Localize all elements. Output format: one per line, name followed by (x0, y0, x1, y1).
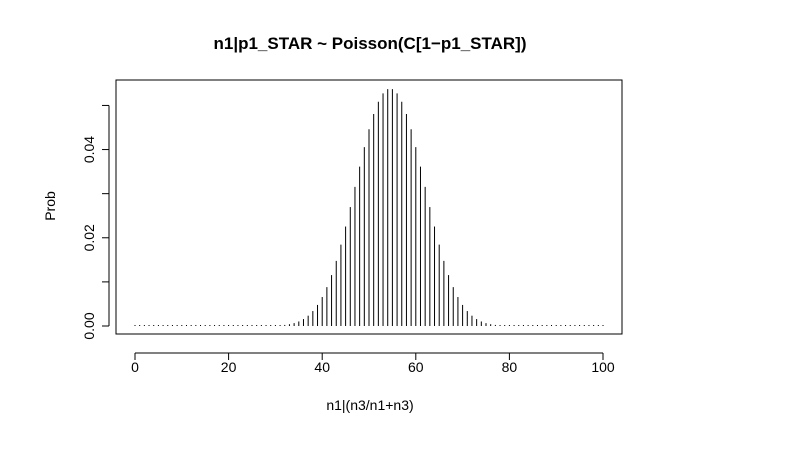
x-tick-label: 20 (221, 359, 237, 375)
plot-frame (115, 79, 623, 335)
y-tick-label: 0.00 (81, 312, 97, 339)
y-axis: 0.00 0.02 0.04 (81, 104, 110, 340)
x-axis-label: n1|(n3/n1+n3) (326, 397, 413, 413)
x-tick-label: 60 (408, 359, 424, 375)
x-tick-label: 80 (502, 359, 518, 375)
y-tick-label: 0.04 (81, 136, 97, 163)
spike-series (134, 89, 604, 326)
x-tick-label: 40 (314, 359, 330, 375)
x-tick-label: 100 (591, 359, 615, 375)
y-axis-label: Prob (42, 191, 58, 221)
y-tick-label: 0.02 (81, 224, 97, 251)
x-tick-label: 0 (131, 359, 139, 375)
x-axis: 0 20 40 60 80 100 (131, 352, 615, 375)
chart-title: n1|p1_STAR ~ Poisson(C[1−p1_STAR]) (213, 34, 526, 53)
